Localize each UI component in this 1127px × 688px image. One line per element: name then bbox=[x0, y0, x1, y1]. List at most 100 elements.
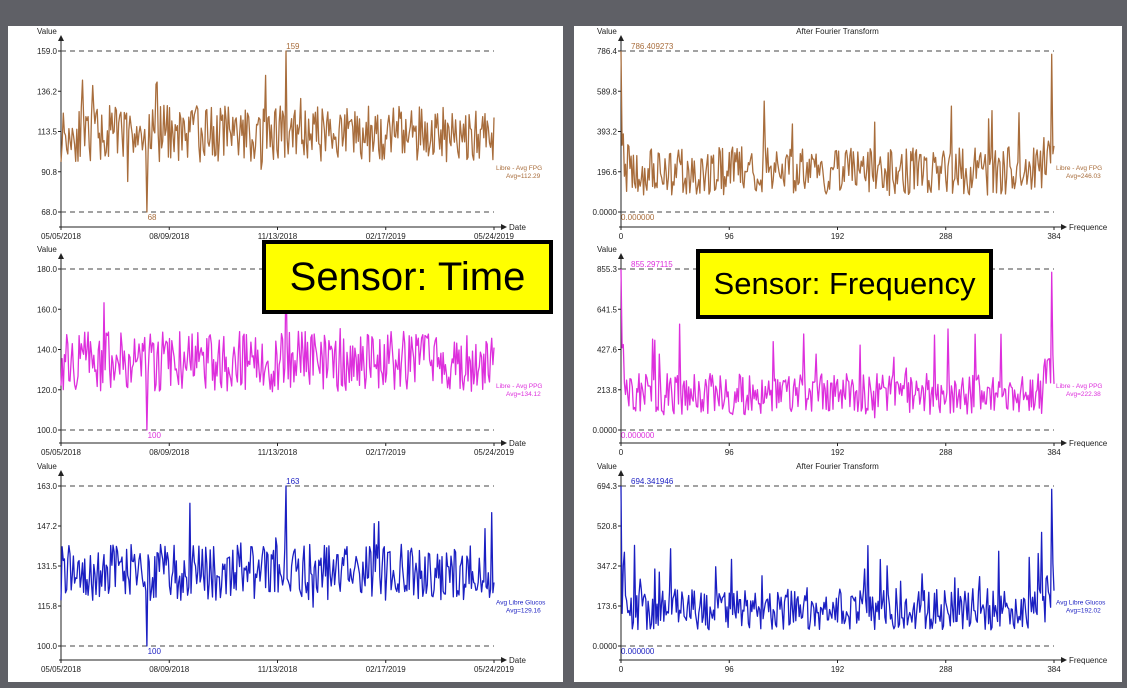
y-tick-label: 120.0 bbox=[37, 386, 58, 395]
series-line bbox=[620, 486, 1055, 631]
y-axis-label: Value bbox=[37, 462, 57, 471]
x-tick-label: 11/13/2018 bbox=[258, 448, 298, 457]
y-tick-label: 0.0000 bbox=[593, 426, 618, 435]
y-axis-arrow bbox=[58, 470, 64, 476]
y-tick-label: 0.0000 bbox=[593, 642, 618, 651]
series-line bbox=[60, 485, 495, 647]
y-tick-label: 347.2 bbox=[597, 562, 618, 571]
y-tick-label: 855.3 bbox=[597, 265, 618, 274]
y-tick-label: 393.2 bbox=[597, 128, 618, 137]
y-tick-label: 589.8 bbox=[597, 87, 618, 96]
y-tick-label: 173.6 bbox=[597, 602, 618, 611]
y-tick-label: 641.5 bbox=[597, 305, 618, 314]
series-line bbox=[60, 268, 495, 431]
sensor-time-label: Sensor: Time bbox=[262, 240, 553, 314]
x-tick-label: 288 bbox=[939, 665, 953, 674]
y-axis-label: Value bbox=[597, 245, 617, 254]
x-tick-label: 0 bbox=[619, 232, 624, 241]
x-axis-label: Date bbox=[509, 223, 526, 232]
x-tick-label: 08/09/2018 bbox=[149, 448, 190, 457]
x-tick-label: 05/05/2018 bbox=[41, 665, 82, 674]
series-line bbox=[60, 50, 495, 213]
min-value-label: 100 bbox=[148, 431, 162, 440]
x-tick-label: 288 bbox=[939, 448, 953, 457]
y-tick-label: 163.0 bbox=[37, 482, 58, 491]
y-axis-arrow bbox=[618, 35, 624, 41]
y-tick-label: 147.2 bbox=[37, 522, 58, 531]
legend-average: Avg=129.16 bbox=[506, 607, 541, 614]
x-tick-label: 02/17/2019 bbox=[366, 232, 407, 241]
x-tick-label: 96 bbox=[725, 448, 734, 457]
y-axis-arrow bbox=[618, 253, 624, 259]
x-axis-arrow bbox=[501, 440, 507, 446]
y-tick-label: 694.3 bbox=[597, 482, 618, 491]
y-tick-label: 131.5 bbox=[37, 562, 58, 571]
y-axis-label: Value bbox=[597, 27, 617, 36]
x-tick-label: 96 bbox=[725, 665, 734, 674]
y-tick-label: 159.0 bbox=[37, 47, 58, 56]
legend-series-name: Avg Libre Glucos bbox=[496, 599, 546, 606]
max-value-label: 855.297115 bbox=[631, 260, 673, 269]
chart-title: After Fourier Transform bbox=[796, 27, 879, 36]
y-tick-label: 100.0 bbox=[37, 642, 58, 651]
x-tick-label: 0 bbox=[619, 665, 624, 674]
x-tick-label: 384 bbox=[1047, 665, 1061, 674]
y-tick-label: 196.6 bbox=[597, 168, 618, 177]
y-tick-label: 136.2 bbox=[37, 87, 58, 96]
x-tick-label: 11/13/2018 bbox=[258, 665, 298, 674]
min-value-label: 100 bbox=[148, 647, 162, 656]
y-axis-arrow bbox=[618, 470, 624, 476]
y-tick-label: 115.8 bbox=[38, 602, 58, 611]
y-axis-arrow bbox=[58, 35, 64, 41]
min-value-label: 0.000000 bbox=[621, 647, 655, 656]
legend-average: Avg=222.38 bbox=[1066, 391, 1101, 398]
x-tick-label: 288 bbox=[939, 232, 953, 241]
x-tick-label: 05/05/2018 bbox=[41, 232, 82, 241]
legend-average: Avg=246.03 bbox=[1066, 173, 1101, 180]
x-tick-label: 05/24/2019 bbox=[474, 232, 515, 241]
y-axis-label: Value bbox=[597, 462, 617, 471]
y-tick-label: 68.0 bbox=[41, 208, 57, 217]
y-axis-label: Value bbox=[37, 245, 57, 254]
x-axis-label: Date bbox=[509, 439, 526, 448]
y-axis-label: Value bbox=[37, 27, 57, 36]
legend-average: Avg=134.12 bbox=[506, 391, 541, 398]
legend-series-name: Libre - Avg FPG bbox=[496, 165, 542, 172]
y-tick-label: 520.8 bbox=[597, 522, 618, 531]
y-tick-label: 90.8 bbox=[41, 168, 57, 177]
max-value-label: 159 bbox=[286, 42, 300, 51]
y-tick-label: 160.0 bbox=[37, 305, 58, 314]
min-value-label: 0.000000 bbox=[621, 431, 655, 440]
legend-average: Avg=192.02 bbox=[1066, 607, 1101, 614]
y-tick-label: 180.0 bbox=[37, 265, 58, 274]
y-tick-label: 213.8 bbox=[597, 386, 618, 395]
max-value-label: 786.409273 bbox=[631, 42, 674, 51]
x-axis-label: Frequence bbox=[1069, 223, 1108, 232]
series-line bbox=[620, 51, 1055, 196]
x-tick-label: 0 bbox=[619, 448, 624, 457]
x-tick-label: 08/09/2018 bbox=[149, 232, 190, 241]
chart-title: After Fourier Transform bbox=[796, 462, 879, 471]
x-tick-label: 192 bbox=[831, 448, 845, 457]
legend-series-name: Libre - Avg PPG bbox=[496, 383, 543, 390]
x-tick-label: 384 bbox=[1047, 232, 1061, 241]
max-value-label: 694.341946 bbox=[631, 477, 674, 486]
legend-series-name: Libre - Avg PPG bbox=[1056, 383, 1103, 390]
legend-average: Avg=112.29 bbox=[506, 173, 541, 180]
y-tick-label: 0.0000 bbox=[593, 208, 618, 217]
x-tick-label: 192 bbox=[831, 232, 845, 241]
series-line bbox=[620, 269, 1055, 419]
max-value-label: 163 bbox=[286, 477, 300, 486]
x-tick-label: 08/09/2018 bbox=[149, 665, 190, 674]
x-axis-label: Frequence bbox=[1069, 439, 1108, 448]
x-axis-arrow bbox=[501, 224, 507, 230]
y-tick-label: 140.0 bbox=[37, 346, 58, 355]
x-tick-label: 192 bbox=[831, 665, 845, 674]
x-tick-label: 02/17/2019 bbox=[366, 448, 407, 457]
x-tick-label: 02/17/2019 bbox=[366, 665, 407, 674]
x-axis-arrow bbox=[1061, 224, 1067, 230]
legend-series-name: Avg Libre Glucos bbox=[1056, 599, 1106, 606]
y-axis-arrow bbox=[58, 253, 64, 259]
y-tick-label: 427.6 bbox=[597, 346, 618, 355]
y-tick-label: 786.4 bbox=[597, 47, 618, 56]
